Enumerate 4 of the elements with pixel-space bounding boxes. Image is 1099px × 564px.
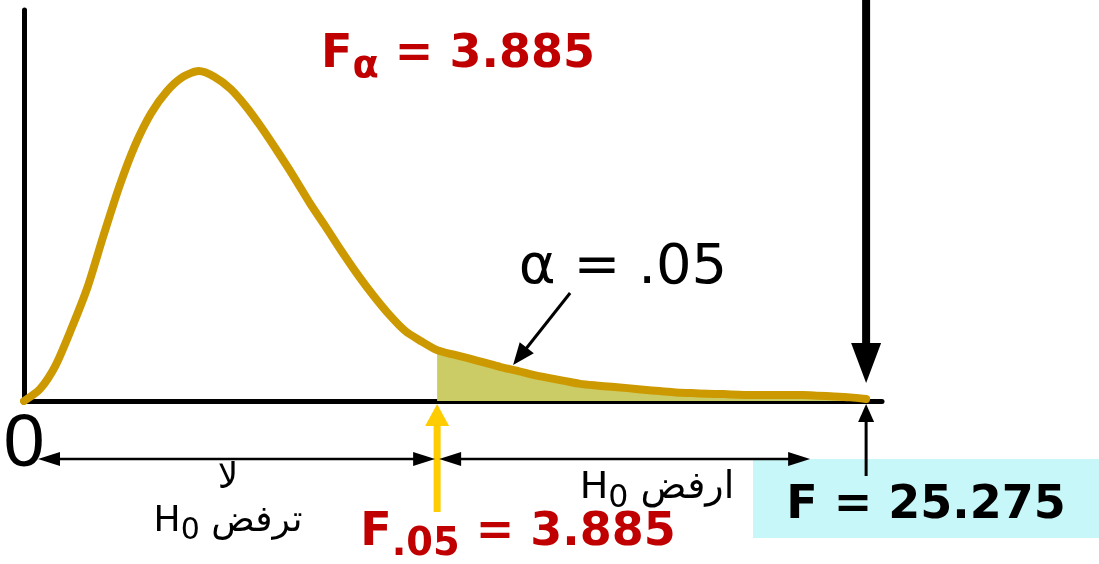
annotation: α = .05 xyxy=(518,231,728,296)
annotation: 0 xyxy=(3,399,45,482)
annotation: F$_{α}$ = 3.885 xyxy=(321,24,595,87)
text: F = 25.275 xyxy=(786,475,1066,529)
